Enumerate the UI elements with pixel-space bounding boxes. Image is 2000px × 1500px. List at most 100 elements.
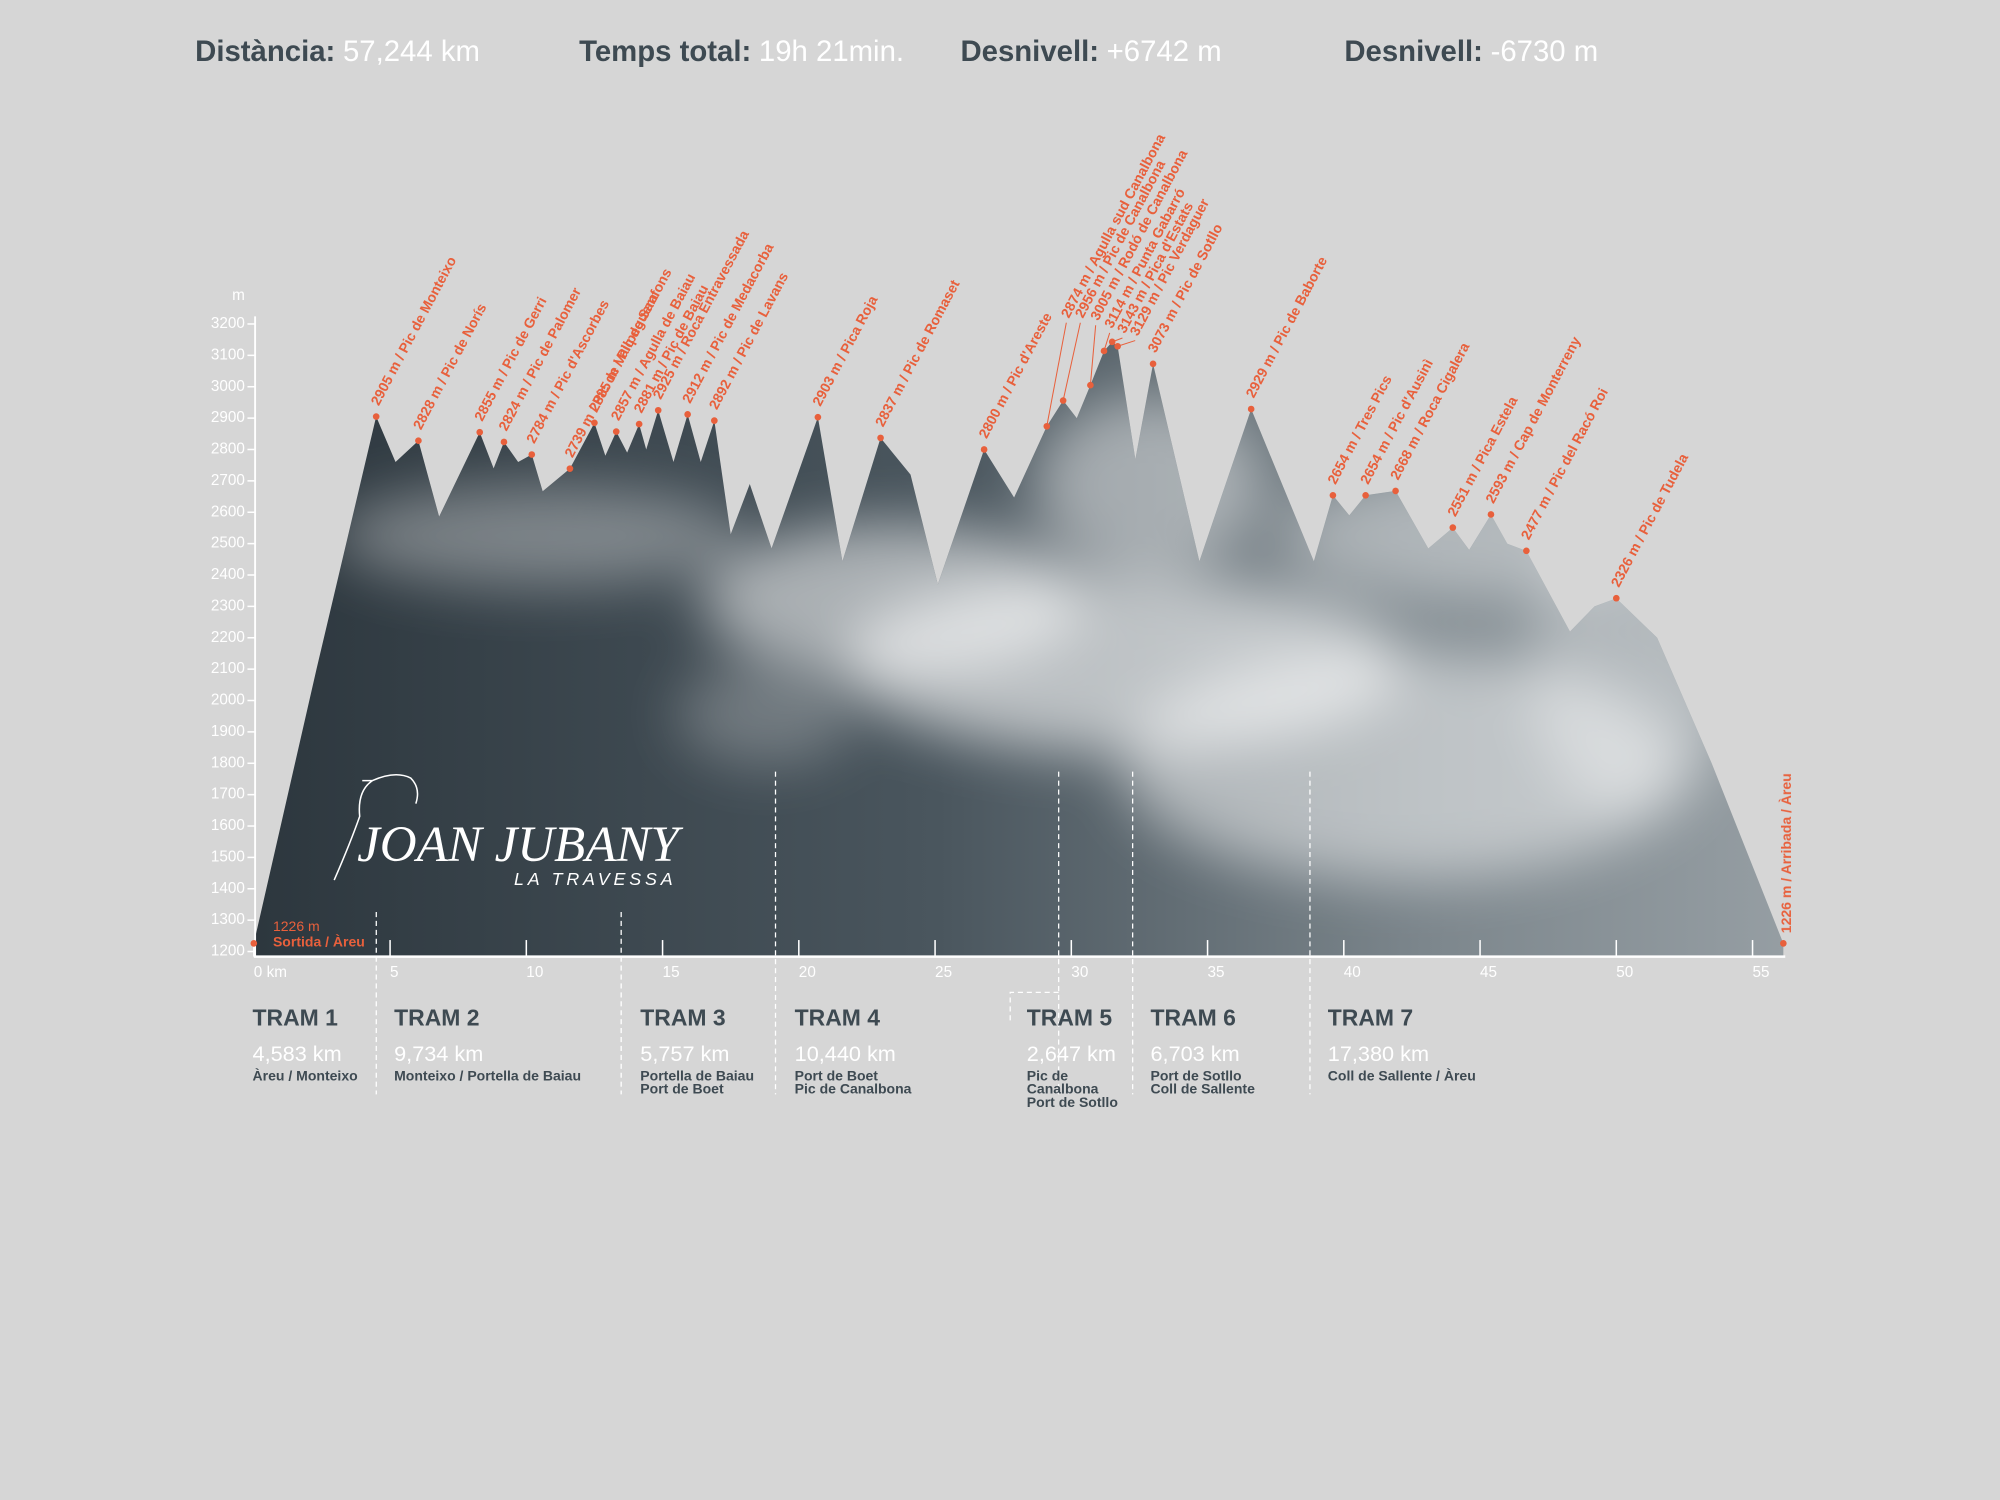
y-tick-label: 1900 (211, 723, 245, 740)
y-tick-label: 3000 (211, 378, 245, 395)
end-label: 1226 m / Arribada / Àreu (1778, 773, 1794, 933)
tram-name: TRAM 6 (1151, 1005, 1236, 1031)
tram-route: Port de Sotllo (1151, 1067, 1243, 1083)
y-tick-label: 2600 (211, 503, 245, 520)
tram-route: Port de Sotllo (1027, 1094, 1119, 1110)
tram-distance: 6,703 km (1151, 1041, 1240, 1066)
tram-route: Pic de Canalbona (795, 1081, 912, 1097)
y-tick-label: 1400 (211, 880, 245, 897)
y-tick-label: 2300 (211, 597, 245, 614)
y-tick-label: 1300 (211, 911, 245, 928)
y-tick-label: 2400 (211, 566, 245, 583)
tram-distance: 2,647 km (1027, 1041, 1116, 1066)
peak-marker (1487, 511, 1495, 518)
stat-label: Temps total: (579, 35, 751, 68)
peak-marker (500, 438, 508, 446)
logo-title: JOAN JUBANY (357, 817, 683, 873)
y-tick-label: 2800 (211, 441, 245, 458)
start-marker (250, 940, 258, 947)
tram-route: Coll de Sallente (1151, 1081, 1256, 1097)
x-tick-label: 40 (1344, 964, 1361, 981)
tram-name: TRAM 7 (1328, 1005, 1413, 1031)
x-tick-label: 15 (663, 964, 680, 981)
peak-marker (1362, 491, 1369, 499)
peak-marker (1059, 397, 1067, 404)
tram-name: TRAM 2 (394, 1005, 479, 1031)
y-tick-label: 2000 (211, 692, 245, 709)
peak-label: 2837 m / Pic de Romaset (872, 277, 963, 429)
x-tick-label: 0 km (254, 964, 287, 981)
tram-route: Coll de Sallente / Àreu (1328, 1067, 1476, 1083)
peak-marker (1108, 338, 1116, 346)
peak-leader (1089, 325, 1097, 386)
x-tick-label: 55 (1753, 964, 1770, 981)
stat-value: 19h 21min. (759, 35, 904, 68)
peak-marker (1612, 594, 1620, 602)
y-tick-label: 2100 (211, 660, 245, 677)
peak-marker (711, 417, 718, 424)
header-stat: Distància: 57,244 km (195, 35, 480, 68)
peak-marker (372, 413, 380, 420)
x-tick-label: 5 (390, 964, 399, 981)
peak-marker (980, 446, 988, 453)
tram-name: TRAM 1 (253, 1005, 339, 1031)
peak-marker (684, 411, 691, 418)
peak-leader (1062, 322, 1081, 401)
tram-route: Canalbona (1027, 1081, 1099, 1097)
peak-marker (635, 420, 643, 428)
x-tick-label: 25 (935, 964, 952, 981)
peak-marker (612, 428, 620, 435)
peak-marker (591, 419, 598, 427)
peak-marker (528, 451, 536, 458)
y-tick-label: 1700 (211, 786, 245, 803)
tram-bracket (1009, 991, 1059, 1023)
peak-marker (415, 437, 422, 445)
stat-value: -6730 m (1491, 35, 1599, 68)
peak-marker (1449, 524, 1457, 531)
logo-subtitle: LA TRAVESSA (514, 869, 676, 889)
x-tick-label: 10 (526, 964, 543, 981)
peak-marker (566, 465, 574, 472)
peak-marker (1523, 547, 1530, 555)
y-tick-label: 2700 (211, 472, 245, 489)
tram-distance: 17,380 km (1328, 1041, 1429, 1066)
peak-label: 2800 m / Pic d'Areste (975, 310, 1055, 441)
peak-label: 2326 m / Pic de Tudela (1607, 451, 1691, 590)
y-tick-label: 2900 (211, 409, 245, 426)
header-stat: Temps total: 19h 21min. (579, 35, 904, 68)
y-tick-label: 1200 (211, 943, 245, 960)
tram-distance: 9,734 km (394, 1041, 483, 1066)
peak-marker (1114, 342, 1121, 350)
header-stat: Desnivell: +6742 m (960, 35, 1221, 68)
tram-route: Pic de (1027, 1067, 1068, 1083)
tram-route: Port de Boet (640, 1081, 724, 1097)
peak-label: 2929 m / Pic de Baborte (1242, 254, 1330, 401)
tram-route: Port de Boet (795, 1067, 879, 1083)
peak-marker (1100, 347, 1108, 355)
peak-marker (1043, 422, 1051, 430)
logo-outline (333, 774, 419, 881)
stat-label: Desnivell: (1344, 35, 1483, 68)
x-tick-label: 50 (1616, 964, 1633, 981)
tram-route: Portella de Baiau (640, 1067, 754, 1083)
tram-name: TRAM 4 (795, 1005, 881, 1031)
y-tick-label: 1600 (211, 817, 245, 834)
y-unit: m (232, 287, 245, 304)
peak-marker (1247, 405, 1255, 413)
peak-label: 2903 m / Pica Roja (809, 293, 881, 409)
tram-distance: 5,757 km (640, 1041, 729, 1066)
tram-route: Àreu / Monteixo (253, 1067, 359, 1083)
stat-value: +6742 m (1107, 35, 1222, 68)
y-tick-label: 1800 (211, 754, 245, 771)
y-tick-label: 1500 (211, 848, 245, 865)
peak-leader (1046, 322, 1067, 427)
peak-marker (1087, 381, 1094, 389)
tram-distance: 10,440 km (795, 1041, 896, 1066)
start-label: Sortida / Àreu (273, 933, 365, 949)
x-tick-label: 35 (1208, 964, 1225, 981)
peak-marker (476, 428, 484, 436)
start-elevation: 1226 m (273, 918, 320, 934)
logo: JOAN JUBANY LA TRAVESSA (333, 774, 683, 889)
peak-marker (877, 434, 884, 442)
